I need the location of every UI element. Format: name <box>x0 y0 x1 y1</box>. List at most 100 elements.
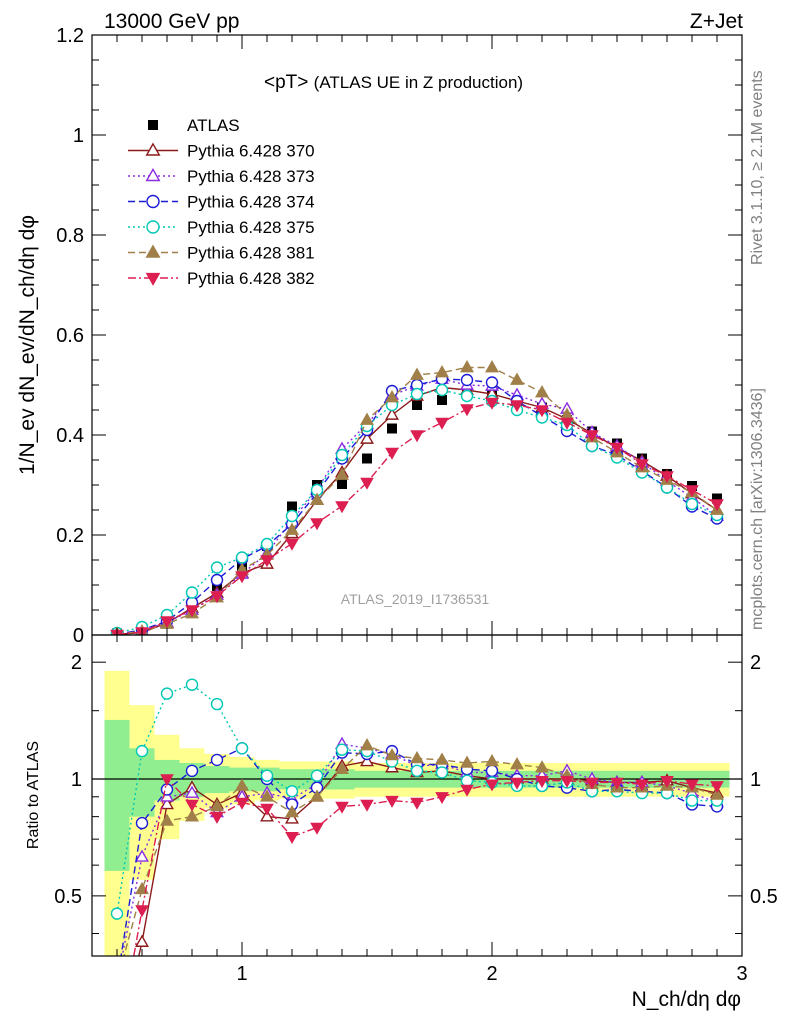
series-6-point <box>710 499 724 512</box>
series-4-point <box>685 497 699 511</box>
ratio-plot-panel: 0.5 0.5 1 1 2 2 1 2 3 Ratio to ATLAS N_ch/dη dφ <box>25 634 778 1011</box>
ratio-series-5-point <box>335 801 349 814</box>
series-6-point <box>385 447 399 460</box>
main-y-tick-label: 0 <box>73 625 84 647</box>
series-5-point <box>435 365 449 378</box>
ratio-series-1-point <box>135 849 149 862</box>
ratio-series-2-point <box>485 764 499 778</box>
ratio-series-4-point <box>535 760 549 773</box>
ratio-series-4-point <box>135 881 149 895</box>
ratio-y-tick-label-right: 0.5 <box>750 886 778 908</box>
series-6-point <box>160 616 174 629</box>
legend: ATLAS Pythia 6.428 370 Pythia 6.428 373 Pyt… <box>128 116 315 288</box>
x-tick-label: 1 <box>236 963 247 985</box>
ratio-series-3-point <box>310 769 324 782</box>
ratio-series-5-point <box>585 777 599 790</box>
x-tick-label: 2 <box>486 963 497 985</box>
ratio-series-5-point <box>285 832 299 845</box>
ratio-series-3-point <box>260 769 274 782</box>
legend-entry-0-marker <box>148 120 158 130</box>
main-plot-title: <pT> (ATLAS UE in Z production) <box>264 72 523 93</box>
ratio-series-3-point <box>185 678 199 691</box>
ratio-series-3-point <box>235 742 249 755</box>
ratio-series-2-point <box>112 976 123 987</box>
ratio-series-5-point <box>435 792 449 805</box>
ratio-series-4-point <box>160 813 174 826</box>
series-5-point <box>410 367 424 380</box>
ratio-series-4-point <box>385 748 399 761</box>
series-6-point <box>310 518 324 531</box>
legend-entry-5-marker <box>145 244 161 258</box>
ratio-y-tick-label: 1 <box>71 769 82 791</box>
series-3-point <box>485 376 499 389</box>
watermark-analysis-id: ATLAS_2019_I1736531 <box>341 591 490 607</box>
series-6-point <box>360 477 374 490</box>
ratio-series-5-point <box>510 777 524 790</box>
ratio-series-5-point <box>560 775 574 788</box>
series-5-point <box>510 372 524 385</box>
series-6-point <box>260 555 274 568</box>
ratio-series-5-point <box>135 905 149 918</box>
ratio-series-5-point <box>660 775 674 788</box>
ratio-series-5-point <box>710 781 724 794</box>
ratio-series-4-point <box>260 789 274 802</box>
ratio-series-0-point <box>135 934 149 947</box>
series-5-point <box>285 522 299 535</box>
ratio-series-4-point <box>435 752 449 765</box>
ratio-series-2-point <box>185 764 199 778</box>
series-4-point <box>235 551 249 564</box>
ratio-series-4-point <box>185 809 199 822</box>
ratio-series-4-point <box>310 789 324 802</box>
ratio-y-tick-label-right: 2 <box>750 652 761 674</box>
ratio-series-4-point <box>510 757 524 770</box>
ratio-series-3-point <box>435 766 449 779</box>
ratio-series-4-point <box>460 755 474 768</box>
ratio-series-5-point <box>460 784 474 797</box>
ratio-series-4-point <box>285 805 299 818</box>
series-6-point <box>335 501 349 514</box>
ratio-series-3-point <box>160 687 174 700</box>
legend-entry-4-label: Pythia 6.428 375 <box>187 218 315 237</box>
series-6-point <box>535 405 549 418</box>
legend-entry-2-marker <box>145 167 161 182</box>
ratio-series-3-point <box>460 774 474 787</box>
series-6-point <box>560 417 574 430</box>
series-1-point <box>385 407 399 420</box>
series-4-point <box>185 586 199 599</box>
series-5-point <box>310 492 324 505</box>
ratio-y-tick-label-right: 1 <box>750 769 761 791</box>
series-4-point <box>410 387 424 401</box>
main-plot-title-main: <pT> <box>264 72 308 93</box>
ratio-series-5-point <box>635 779 649 792</box>
series-0-point <box>437 395 447 405</box>
series-6-point <box>485 397 499 410</box>
ratio-series-3-point <box>685 794 699 807</box>
main-y-tick-label: 1 <box>73 125 84 147</box>
series-6-point <box>685 485 699 498</box>
legend-entry-6-label: Pythia 6.428 382 <box>187 269 315 288</box>
ratio-inner-band <box>104 719 130 871</box>
ratio-series-3-point <box>410 764 424 778</box>
main-y-tick-label: 0.2 <box>56 525 84 547</box>
ratio-series-0-point <box>285 811 299 824</box>
series-4-point <box>435 383 449 397</box>
rivet-version-label: Rivet 3.1.10, ≥ 2.1M events <box>749 70 766 265</box>
series-3-point <box>460 373 474 387</box>
ratio-series-5-point <box>210 811 224 824</box>
main-y-axis-label: 1/N_ev dN_ev/dN_ch/dη dφ <box>16 215 39 475</box>
ratio-y-tick-label: 0.5 <box>54 886 82 908</box>
ratio-y-axis-label: Ratio to ATLAS <box>25 741 42 849</box>
ratio-series-5-point <box>485 779 499 792</box>
series-6-point <box>185 605 199 618</box>
series-1-point <box>360 431 374 444</box>
ratio-series-5-line <box>133 777 718 956</box>
ratio-series-3-point <box>285 785 299 798</box>
series-0-point <box>712 493 722 504</box>
series-6-point <box>410 430 424 443</box>
series-6-point <box>635 459 649 472</box>
ratio-series-0-point <box>360 753 374 767</box>
ratio-series-5-point <box>160 774 174 787</box>
series-5-point <box>485 360 499 373</box>
series-6-point <box>510 400 524 413</box>
ratio-series-5-point <box>385 795 399 808</box>
